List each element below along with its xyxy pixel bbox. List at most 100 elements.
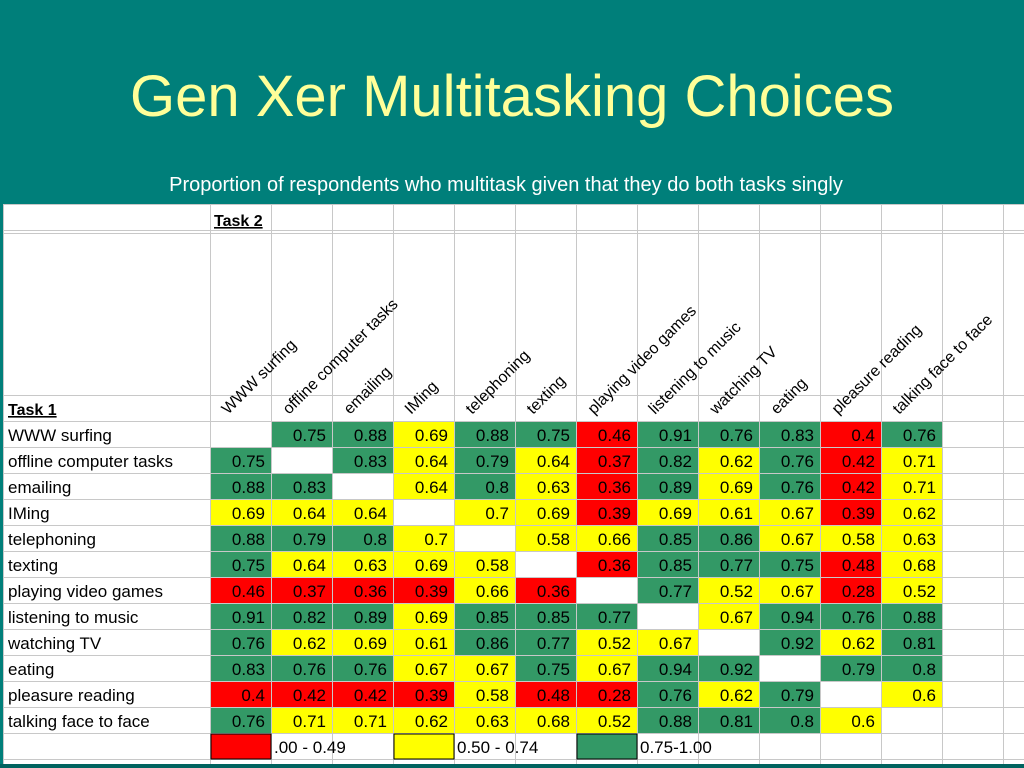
heatmap-cell (394, 474, 454, 499)
cell-value: 0.39 (415, 686, 448, 705)
heatmap-cell (760, 422, 820, 447)
legend-label: 0.75-1.00 (640, 738, 712, 757)
heatmap-cell (760, 604, 820, 629)
heatmap-cell (760, 474, 820, 499)
heatmap-cell (333, 422, 393, 447)
heatmap-cell (211, 708, 271, 733)
heatmap-cell (272, 578, 332, 603)
heatmap-cell (394, 578, 454, 603)
heatmap-cell (455, 500, 515, 525)
cell-value: 0.67 (781, 582, 814, 601)
column-header: Task 2 (214, 213, 263, 230)
cell-value: 0.71 (293, 712, 326, 731)
heatmap-cell (821, 448, 881, 473)
heatmap-cell (333, 682, 393, 707)
heatmap-cell (882, 604, 942, 629)
heatmap-cell (516, 448, 576, 473)
heatmap-cell (272, 526, 332, 551)
cell-value: 0.63 (354, 556, 387, 575)
heatmap-cell (699, 500, 759, 525)
heatmap-cell (699, 682, 759, 707)
cell-value: 0.88 (903, 608, 936, 627)
heatmap-cell (516, 604, 576, 629)
heatmap-cell (272, 708, 332, 733)
heatmap-cell (638, 422, 698, 447)
heatmap-cell (394, 526, 454, 551)
heatmap-cell (821, 552, 881, 577)
heatmap-cell (516, 630, 576, 655)
cell-value: 0.82 (659, 452, 692, 471)
heatmap-cell (211, 526, 271, 551)
heatmap-cell (211, 682, 271, 707)
row-label: offline computer tasks (8, 452, 173, 471)
spreadsheet: Task 2 Task 1 WWW surfing offline computer … (3, 204, 1024, 766)
cell-value: 0.36 (354, 582, 387, 601)
cell-value: 0.88 (476, 426, 509, 445)
heatmap-cell (455, 552, 515, 577)
cell-value: 0.77 (720, 556, 753, 575)
cell-value: 0.64 (415, 478, 448, 497)
heatmap-cell (211, 474, 271, 499)
heatmap-cell (882, 474, 942, 499)
cell-value: 0.67 (720, 608, 753, 627)
heatmap-cell (394, 656, 454, 681)
heatmap-cell (577, 526, 637, 551)
cell-value: 0.68 (537, 712, 570, 731)
cell-value: 0.6 (912, 686, 936, 705)
row-label: eating (8, 660, 54, 679)
cell-value: 0.7 (424, 530, 448, 549)
heatmap-cell (577, 682, 637, 707)
cell-value: 0.71 (354, 712, 387, 731)
heatmap-cell (211, 552, 271, 577)
cell-value: 0.66 (476, 582, 509, 601)
heatmap-cell (394, 682, 454, 707)
cell-value: 0.62 (842, 634, 875, 653)
row-header: Task 1 (8, 402, 57, 419)
cell-value: 0.39 (842, 504, 875, 523)
heatmap-cell (699, 656, 759, 681)
cell-value: 0.76 (232, 712, 265, 731)
heatmap-cell (272, 500, 332, 525)
heatmap-cell (821, 708, 881, 733)
heatmap-cell (394, 708, 454, 733)
cell-value: 0.37 (598, 452, 631, 471)
heatmap-cell (638, 708, 698, 733)
column-label: emailing (341, 364, 395, 418)
heatmap-cell (272, 474, 332, 499)
cell-value: 0.52 (598, 712, 631, 731)
cell-value: 0.77 (537, 634, 570, 653)
cell-value: 0.94 (781, 608, 814, 627)
heatmap-cell (638, 500, 698, 525)
legend-label: .00 - 0.49 (274, 738, 346, 757)
heatmap-cell (699, 474, 759, 499)
cell-value: 0.76 (720, 426, 753, 445)
cell-value: 0.75 (293, 426, 326, 445)
cell-value: 0.75 (232, 452, 265, 471)
heatmap-cell (577, 500, 637, 525)
cell-value: 0.8 (912, 660, 936, 679)
cell-value: 0.58 (842, 530, 875, 549)
cell-value: 0.75 (537, 426, 570, 445)
heatmap-cell (333, 552, 393, 577)
cell-value: 0.66 (598, 530, 631, 549)
cell-value: 0.89 (354, 608, 387, 627)
heatmap-cell (516, 526, 576, 551)
cell-value: 0.81 (720, 712, 753, 731)
cell-value: 0.76 (659, 686, 692, 705)
cell-value: 0.83 (354, 452, 387, 471)
heatmap-cell (882, 552, 942, 577)
heatmap-cell (211, 578, 271, 603)
heatmap-cell (211, 604, 271, 629)
cell-value: 0.48 (842, 556, 875, 575)
column-label: telephoning (463, 347, 534, 418)
column-label: offline computer tasks (280, 296, 402, 418)
row-label: telephoning (8, 530, 96, 549)
cell-value: 0.94 (659, 660, 692, 679)
heatmap-cell (699, 448, 759, 473)
cell-value: 0.46 (598, 426, 631, 445)
heatmap-cell (394, 448, 454, 473)
cell-value: 0.69 (720, 478, 753, 497)
cell-value: 0.85 (476, 608, 509, 627)
heatmap-cell (455, 422, 515, 447)
heatmap-cell (455, 682, 515, 707)
